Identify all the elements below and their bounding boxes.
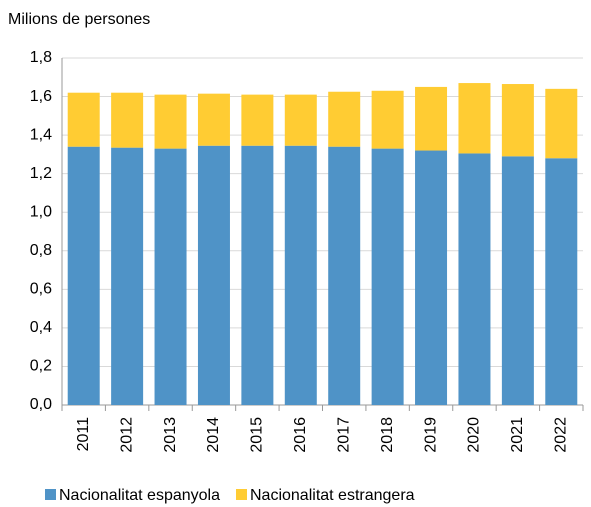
bar-segment <box>371 90 404 149</box>
bar-segment <box>241 145 274 406</box>
y-tick-label: 0,4 <box>30 319 52 336</box>
y-tick-label: 1,0 <box>30 203 52 220</box>
x-tick-label: 2016 <box>292 417 309 453</box>
y-tick-label: 1,2 <box>30 165 52 182</box>
x-tick-label: 2022 <box>553 417 570 453</box>
bar-segment <box>501 156 534 405</box>
y-tick-label: 0,2 <box>30 358 52 375</box>
x-tick-label: 2011 <box>75 417 92 452</box>
x-tick-label: 2018 <box>379 417 396 453</box>
bar-segment <box>111 92 144 148</box>
x-tick-label: 2013 <box>162 417 179 453</box>
bar-segment <box>197 145 230 406</box>
x-tick-label: 2012 <box>118 417 135 453</box>
bar-segment <box>458 83 491 154</box>
y-tick-label: 1,6 <box>30 88 52 105</box>
bar-segment <box>458 153 491 405</box>
legend-label: Nacionalitat espanyola <box>59 487 220 504</box>
y-axis-label: Milions de persones <box>8 11 150 28</box>
bar-segment <box>501 84 534 157</box>
y-tick-label: 0,6 <box>30 281 52 298</box>
x-tick-label: 2019 <box>422 417 439 453</box>
x-tick-label: 2015 <box>249 417 266 453</box>
x-tick-label: 2017 <box>335 417 352 453</box>
x-tick-label: 2020 <box>466 417 483 453</box>
y-tick-label: 1,8 <box>30 49 52 66</box>
bar-segment <box>284 145 317 406</box>
bar-segment <box>111 147 144 405</box>
legend-swatch <box>236 489 247 500</box>
bar-segment <box>415 150 448 405</box>
legend-label: Nacionalitat estrangera <box>250 487 415 504</box>
bar-segment <box>545 158 578 405</box>
y-tick-label: 1,4 <box>30 126 52 143</box>
bar-segment <box>154 148 187 405</box>
bar-segment <box>415 86 448 151</box>
legend-swatch <box>45 489 56 500</box>
bar-segment <box>67 146 100 405</box>
bar-segment <box>154 94 187 149</box>
bar-segment <box>328 146 361 405</box>
x-tick-label: 2021 <box>509 417 526 453</box>
bar-segment <box>241 94 274 146</box>
y-tick-label: 0,8 <box>30 242 52 259</box>
bar-segment <box>545 88 578 159</box>
x-tick-label: 2014 <box>205 417 222 453</box>
bar-segment <box>284 94 317 146</box>
bar-segment <box>371 148 404 405</box>
bar-segment <box>197 93 230 146</box>
bar-segment <box>67 92 100 147</box>
bar-segment <box>328 91 361 147</box>
y-tick-label: 0,0 <box>30 396 52 413</box>
